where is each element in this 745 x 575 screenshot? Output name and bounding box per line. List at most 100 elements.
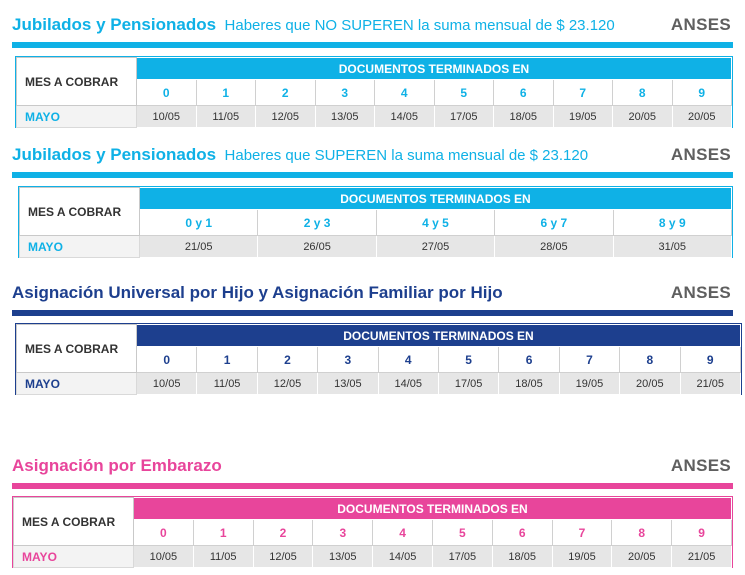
date-cell: 12/05 [255, 105, 316, 128]
section-2-title: Jubilados y Pensionados [12, 145, 217, 164]
date-cell: 13/05 [317, 372, 379, 395]
date-cell: 10/05 [135, 372, 198, 395]
date-cell: 27/05 [375, 235, 496, 258]
date-row: MAYO 10/05 11/05 12/05 13/05 14/05 17/05… [16, 105, 732, 128]
section-4-rule [12, 483, 733, 489]
section-3-title: Asignación Universal por Hijo y Asignaci… [12, 283, 503, 302]
digit-cell: 3 [314, 79, 375, 106]
digit-cell: 2 y 3 [257, 209, 377, 236]
digit-cell: 6 [491, 519, 553, 546]
digit-cell: 6 [493, 79, 554, 106]
digit-cell: 4 [374, 79, 435, 106]
anses-logo-text: ANSES [670, 145, 731, 164]
digit-cell: 8 [619, 346, 681, 373]
documentos-header: DOCUMENTOS TERMINADOS EN [133, 497, 732, 520]
mes-a-cobrar-label: MES A COBRAR [19, 187, 140, 236]
section-1-frame [15, 56, 733, 128]
date-cell: 11/05 [195, 105, 256, 128]
digit-cell: 8 [612, 79, 673, 106]
section-2-frame [18, 186, 733, 258]
section-4-table: MES A COBRAR DOCUMENTOS TERMINADOS EN 0 … [13, 497, 732, 568]
section-3-rule [12, 310, 733, 316]
digit-cell: 4 [377, 346, 439, 373]
section-2-table: MES A COBRAR DOCUMENTOS TERMINADOS EN 0 … [19, 187, 733, 258]
date-cell: 14/05 [372, 545, 433, 568]
date-cell: 21/05 [679, 372, 742, 395]
section-2-rule [12, 172, 733, 178]
section-4-header: Asignación por Embarazo ANSES [12, 456, 731, 478]
section-2-subtitle: Haberes que SUPEREN la suma mensual de $… [224, 147, 589, 164]
section-1-title: Jubilados y Pensionados [12, 15, 217, 34]
digit-cell: 3 [312, 519, 374, 546]
section-3-table: MES A COBRAR DOCUMENTOS TERMINADOS EN 0 … [16, 324, 742, 395]
date-cell: 12/05 [256, 372, 319, 395]
digit-cell: 5 [431, 519, 493, 546]
digit-cell: 4 y 5 [375, 209, 496, 236]
section-4-title: Asignación por Embarazo [12, 456, 222, 475]
digit-row: 0 1 2 3 4 5 6 7 8 9 [14, 519, 732, 546]
digit-cell: 7 [551, 519, 613, 546]
digit-cell: 0 [135, 346, 198, 373]
digit-cell: 1 [192, 519, 254, 546]
date-cell: 26/05 [257, 235, 377, 258]
mes-mayo-label: MAYO [19, 235, 140, 258]
date-cell: 28/05 [494, 235, 614, 258]
section-1-header: Jubilados y Pensionados Haberes que NO S… [12, 15, 731, 37]
digit-row: 0 1 2 3 4 5 6 7 8 9 [17, 346, 742, 373]
section-1-subtitle: Haberes que NO SUPEREN la suma mensual d… [224, 17, 615, 34]
date-cell: 21/05 [671, 545, 732, 568]
section-1-rule [12, 42, 733, 48]
date-cell: 19/05 [551, 545, 613, 568]
documentos-header: DOCUMENTOS TERMINADOS EN [136, 324, 741, 347]
digit-cell: 6 y 7 [494, 209, 614, 236]
digit-cell: 1 [196, 346, 258, 373]
section-2-header: Jubilados y Pensionados Haberes que SUPE… [12, 145, 731, 167]
digit-cell: 9 [679, 346, 742, 373]
date-cell: 18/05 [491, 545, 553, 568]
digit-cell: 0 [133, 519, 194, 546]
section-4-frame [12, 496, 733, 568]
digit-cell: 1 [195, 79, 256, 106]
anses-logo-text: ANSES [670, 15, 731, 34]
date-cell: 12/05 [252, 545, 314, 568]
section-1-table: MES A COBRAR DOCUMENTOS TERMINADOS EN 0 … [16, 57, 732, 128]
date-cell: 31/05 [612, 235, 733, 258]
date-cell: 10/05 [133, 545, 194, 568]
date-cell: 20/05 [612, 105, 673, 128]
digit-row: 0 1 2 3 4 5 6 7 8 9 [17, 79, 732, 106]
date-cell: 20/05 [619, 372, 681, 395]
date-cell: 13/05 [314, 105, 375, 128]
date-cell: 11/05 [196, 372, 258, 395]
date-cell: 18/05 [493, 105, 554, 128]
digit-cell: 8 y 9 [612, 209, 733, 236]
anses-logo-text: ANSES [670, 283, 731, 302]
mes-mayo-label: MAYO [16, 105, 137, 128]
date-cell: 20/05 [671, 105, 732, 128]
mes-a-cobrar-label: MES A COBRAR [16, 324, 137, 373]
date-cell: 19/05 [552, 105, 613, 128]
digit-cell: 2 [256, 346, 319, 373]
mes-mayo-label: MAYO [13, 545, 134, 568]
anses-logo-text: ANSES [670, 456, 731, 475]
mes-a-cobrar-label: MES A COBRAR [13, 497, 134, 546]
date-cell: 14/05 [374, 105, 435, 128]
mes-a-cobrar-label: MES A COBRAR [16, 57, 137, 106]
digit-cell: 5 [437, 346, 500, 373]
digit-cell: 6 [498, 346, 560, 373]
digit-cell: 5 [433, 79, 494, 106]
section-3-header: Asignación Universal por Hijo y Asignaci… [12, 283, 731, 305]
section-3-frame [15, 323, 742, 395]
date-cell: 17/05 [433, 105, 494, 128]
date-cell: 17/05 [431, 545, 493, 568]
digit-cell: 7 [558, 346, 621, 373]
mes-mayo-label: MAYO [16, 372, 137, 395]
digit-cell: 4 [372, 519, 433, 546]
date-cell: 13/05 [312, 545, 374, 568]
documentos-header: DOCUMENTOS TERMINADOS EN [139, 187, 732, 210]
date-row: MAYO 21/05 26/05 27/05 28/05 31/05 [19, 235, 733, 258]
date-row: MAYO 10/05 11/05 12/05 13/05 14/05 17/05… [13, 545, 732, 568]
digit-cell: 9 [671, 519, 732, 546]
digit-cell: 3 [317, 346, 379, 373]
digit-cell: 8 [611, 519, 673, 546]
date-cell: 21/05 [138, 235, 259, 258]
